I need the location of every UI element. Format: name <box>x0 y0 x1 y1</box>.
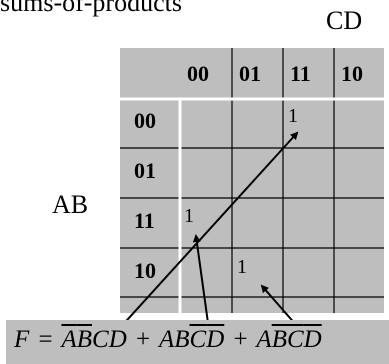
col-header-11: 11 <box>290 61 311 86</box>
row-header-10: 10 <box>134 258 156 283</box>
row-header-01: 01 <box>134 158 156 183</box>
row-variable-label: AB <box>52 190 89 219</box>
formula-term-3: ABCD <box>256 326 322 353</box>
column-variable-label: CD <box>326 6 363 35</box>
formula-box <box>6 320 389 364</box>
formula-plus-1: + <box>136 326 151 353</box>
caption: sums-of-products <box>0 0 182 17</box>
boolean-formula: F = ABCD + ABCD + ABCD <box>14 322 322 357</box>
formula-term-2: ABCD <box>158 326 225 353</box>
formula-equals: = <box>38 326 53 353</box>
col-header-10: 10 <box>341 61 363 86</box>
formula-term-1: ABCD <box>61 326 127 353</box>
col-header-00: 00 <box>187 61 209 86</box>
formula-lhs: F <box>14 326 30 353</box>
cell-r3-c1: 1 <box>237 256 247 278</box>
cell-r0-c2: 1 <box>288 105 298 127</box>
cell-r2-c0: 1 <box>184 205 194 227</box>
row-header-00: 00 <box>134 108 156 133</box>
karnaugh-map <box>120 48 384 313</box>
row-header-11: 11 <box>134 208 155 233</box>
col-header-01: 01 <box>239 61 261 86</box>
formula-plus-2: + <box>233 326 248 353</box>
